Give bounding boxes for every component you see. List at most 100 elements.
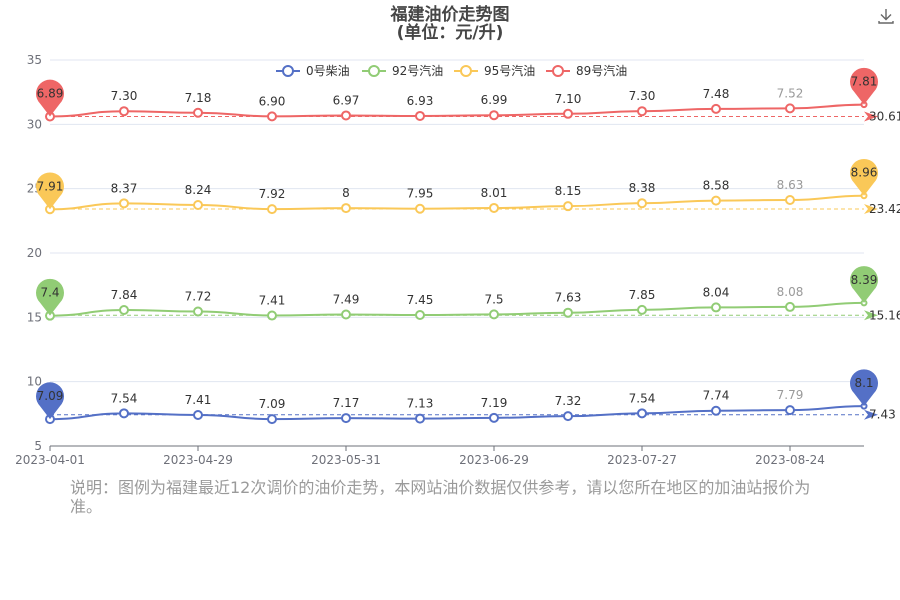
legend-marker (552, 65, 564, 77)
data-label: 7.41 (185, 393, 212, 407)
data-point (341, 203, 351, 214)
data-point (193, 200, 203, 211)
data-label: 8.01 (481, 186, 508, 200)
average-arrow (864, 111, 878, 122)
data-point (193, 409, 203, 420)
data-point (415, 110, 425, 121)
chart-note: 说明：图例为福建最近12次调价的油价走势，本网站油价数据仅供参考，请以您所在地区… (70, 478, 811, 516)
data-point (563, 201, 573, 212)
legend-item[interactable]: 92号汽油 (362, 63, 443, 78)
min-pin (36, 79, 64, 117)
data-label: 8.04 (703, 285, 730, 299)
data-label: 7.09 (259, 397, 286, 411)
max-pin-label: 8.96 (851, 166, 878, 180)
chart-title: 福建油价走势图 (390, 4, 510, 25)
data-point (489, 412, 499, 423)
x-tick-label: 2023-08-24 (755, 453, 825, 467)
average-arrow (864, 310, 878, 321)
data-point (267, 414, 277, 425)
min-pin-label: 7.4 (40, 286, 59, 300)
data-point (711, 302, 721, 313)
data-point (415, 310, 425, 321)
legend-label: 92号汽油 (392, 63, 443, 78)
data-point (637, 304, 647, 315)
data-label: 8.38 (629, 181, 656, 195)
max-pin (850, 369, 879, 407)
data-label: 7.13 (407, 397, 434, 411)
data-label: 8.08 (777, 285, 804, 299)
min-pin (36, 382, 65, 420)
grid (50, 59, 864, 447)
data-point (785, 194, 795, 205)
min-pin-label: 6.89 (37, 86, 64, 100)
x-tick-label: 2023-04-01 (15, 453, 85, 467)
average-arrow (864, 203, 878, 214)
data-point (637, 198, 647, 209)
y-tick-label: 15 (27, 310, 42, 324)
legend-item[interactable]: 95号汽油 (454, 63, 535, 78)
data-label: 7.95 (407, 187, 434, 201)
x-tick-label: 2023-06-29 (459, 453, 529, 467)
y-tick-label: 35 (27, 53, 42, 67)
x-tick-label: 2023-05-31 (311, 453, 381, 467)
data-point (711, 195, 721, 206)
data-point (489, 202, 499, 213)
y-tick-label: 10 (27, 375, 42, 389)
data-label: 6.90 (259, 94, 286, 108)
legend-item[interactable]: 0号柴油 (276, 64, 350, 78)
data-label: 7.79 (777, 388, 804, 402)
series-line (49, 301, 865, 317)
max-pin (850, 158, 879, 196)
series-0: 7.43 7.54 7.41 7.09 7.17 7.13 7.19 7.32 7.54 7.74… (36, 369, 896, 425)
data-label: 7.30 (111, 89, 138, 103)
average-arrow (864, 409, 878, 420)
data-label: 8.24 (185, 183, 212, 197)
data-label: 7.10 (555, 92, 582, 106)
data-point (267, 310, 277, 321)
data-point (637, 408, 647, 419)
series-1: 15.16 7.84 7.72 7.41 7.49 7.45 7.5 7.63 7.85 8.04… (36, 266, 900, 322)
legend-label: 89号汽油 (576, 63, 627, 78)
data-label: 7.54 (629, 391, 656, 405)
data-point (489, 110, 499, 121)
data-point (119, 198, 129, 209)
data-point (341, 309, 351, 320)
data-label: 8.15 (555, 184, 582, 198)
series-line (49, 405, 865, 421)
series-group: 7.43 7.54 7.41 7.09 7.17 7.13 7.19 7.32 7.54 7.74… (36, 67, 900, 425)
data-label: 8.58 (703, 179, 730, 193)
x-axis: 2023-04-01 2023-04-29 2023-05-31 2023-06-29… (15, 445, 864, 467)
data-label: 7.18 (185, 91, 212, 105)
legend-marker (282, 65, 294, 77)
download-icon[interactable] (876, 6, 896, 26)
data-point (563, 108, 573, 119)
data-label: 7.19 (481, 396, 508, 410)
legend[interactable]: 0号柴油 92号汽油 95号汽油 89号汽油 (276, 63, 627, 78)
data-label: 8.63 (777, 178, 804, 192)
data-label: 7.30 (629, 89, 656, 103)
y-tick-label: 20 (27, 246, 42, 260)
data-label: 7.48 (703, 87, 730, 101)
series-line (49, 103, 865, 118)
max-pin-label: 8.39 (851, 273, 878, 287)
data-point (119, 304, 129, 315)
y-tick-label: 30 (27, 117, 42, 131)
min-pin (36, 278, 65, 316)
data-label: 7.5 (484, 292, 503, 306)
data-point (415, 413, 425, 424)
legend-item[interactable]: 89号汽油 (546, 63, 627, 78)
data-label: 7.54 (111, 391, 138, 405)
legend-label: 0号柴油 (306, 64, 350, 78)
data-point (119, 408, 129, 419)
data-label: 8.37 (111, 181, 138, 195)
data-point (785, 103, 795, 114)
max-pin-label: 8.1 (854, 376, 873, 390)
data-point (785, 301, 795, 312)
x-tick-label: 2023-07-27 (607, 453, 677, 467)
legend-marker (460, 65, 472, 77)
data-label: 7.85 (629, 288, 656, 302)
data-label: 7.63 (555, 291, 582, 305)
average-label: 30.61 (869, 109, 900, 123)
max-pin-label: 7.81 (851, 75, 878, 89)
data-label: 6.97 (333, 93, 360, 107)
